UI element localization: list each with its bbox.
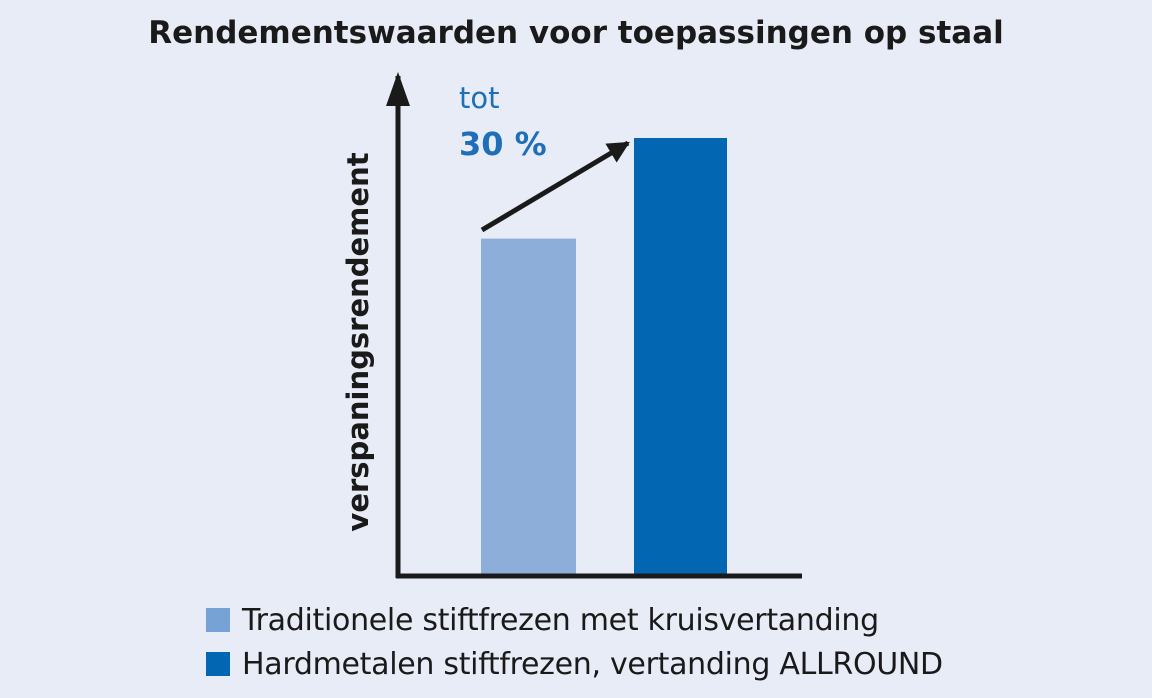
bar-traditional xyxy=(481,238,576,574)
legend-swatch xyxy=(206,652,230,676)
increase-arrow xyxy=(480,140,630,233)
y-axis-arrowhead xyxy=(386,72,410,106)
bar-allround xyxy=(634,138,727,574)
legend: Traditionele stiftfrezen met kruisvertan… xyxy=(206,598,943,686)
bars-group xyxy=(481,138,727,574)
chart-title: Rendementswaarden voor toepassingen op s… xyxy=(148,15,1004,51)
legend-swatch xyxy=(206,608,230,632)
annotation-tot: tot xyxy=(459,81,499,115)
annotation-percent: 30 % xyxy=(459,125,547,163)
legend-label: Traditionele stiftfrezen met kruisvertan… xyxy=(242,602,879,638)
legend-label: Hardmetalen stiftfrezen, vertanding ALLR… xyxy=(242,646,943,682)
y-axis-label: verspaningsrendement xyxy=(341,152,375,531)
legend-item-traditional: Traditionele stiftfrezen met kruisvertan… xyxy=(206,598,943,642)
legend-item-allround: Hardmetalen stiftfrezen, vertanding ALLR… xyxy=(206,642,943,686)
